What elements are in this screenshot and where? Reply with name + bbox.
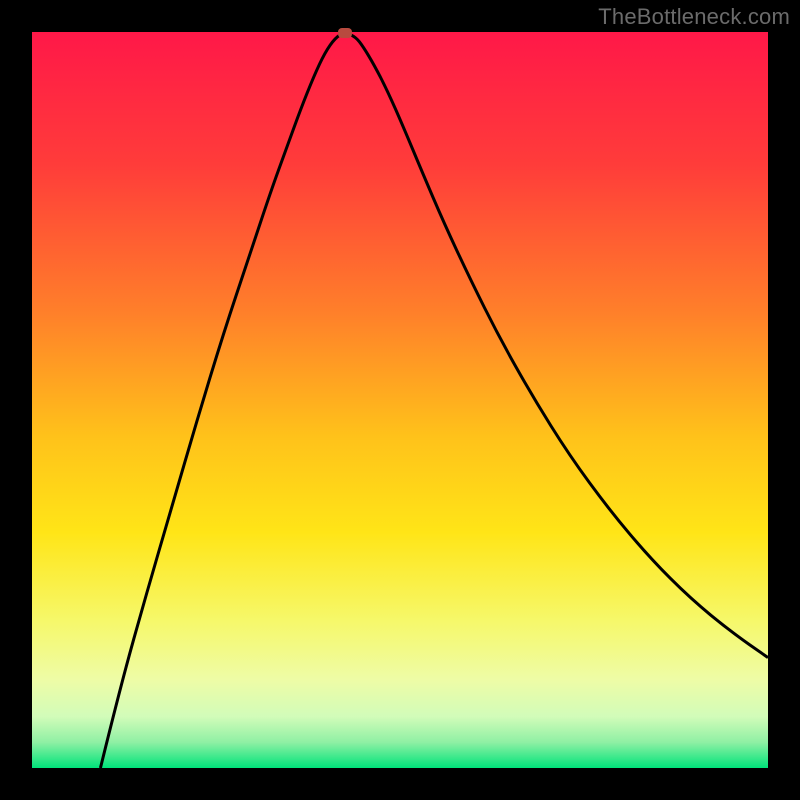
- chart-curve: [32, 32, 768, 768]
- watermark-text: TheBottleneck.com: [598, 4, 790, 30]
- chart-plot-area: [32, 32, 768, 768]
- chart-marker: [338, 28, 352, 38]
